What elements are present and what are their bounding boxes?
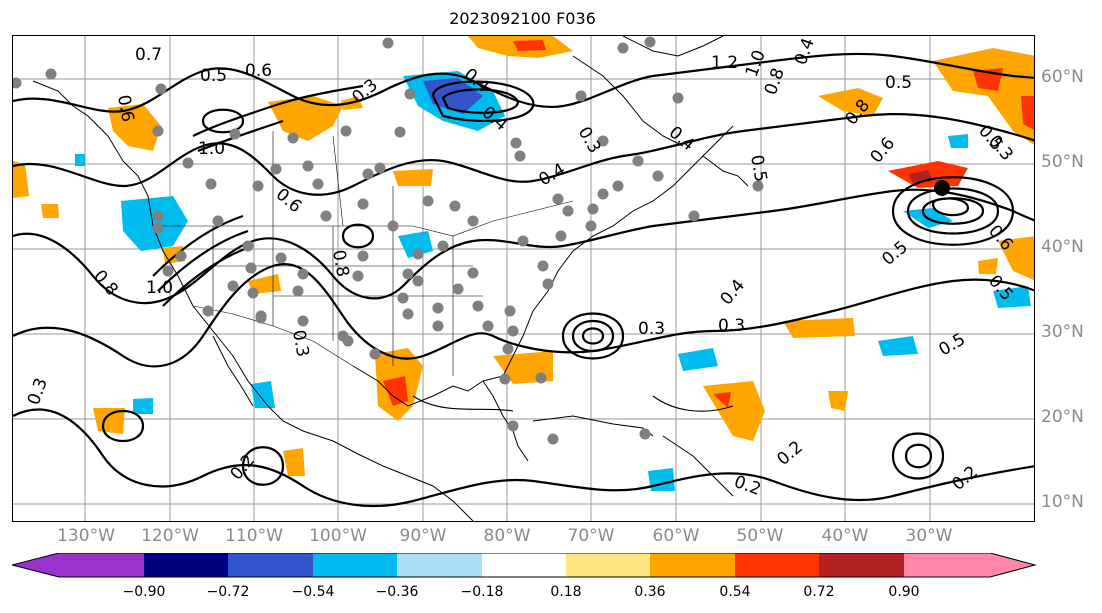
contour-label: 0.3: [638, 319, 665, 339]
contour-label: 0.4: [665, 123, 699, 156]
colorbar: [12, 553, 1037, 578]
contour-label: 0.2: [948, 462, 982, 495]
lat-label: 10°N: [1041, 492, 1084, 512]
colorbar-tick: −0.18: [460, 584, 504, 600]
contour-label: 0.6: [113, 93, 137, 123]
contour-label: 1.0: [198, 139, 225, 159]
lat-label: 40°N: [1041, 237, 1084, 257]
lon-label: 110°W: [225, 526, 283, 546]
contour-label: 0.3: [288, 328, 312, 358]
colorbar-segment: [12, 553, 144, 577]
map-panel: 0.7 0.5 0.6 0.3 0.4 0.4 1.2 1.0 0.8 0.4 …: [12, 35, 1035, 522]
positive-shading: [13, 36, 1034, 476]
lon-label: 50°W: [736, 526, 784, 546]
contour-label: 0.8: [761, 65, 789, 97]
colorbar-tick: 0.90: [888, 584, 920, 600]
colorbar-tick: −0.90: [122, 584, 166, 600]
colorbar-tick: −0.54: [291, 584, 335, 600]
contour-label: 0.8: [328, 248, 352, 278]
contour-label: 0.5: [746, 153, 770, 183]
colorbar-tick: −0.36: [375, 584, 419, 600]
colorbar-segment: [482, 553, 566, 577]
contour-label: 0.8: [89, 266, 122, 300]
contour-label: 0.4: [717, 276, 750, 310]
lon-label: 130°W: [57, 526, 115, 546]
contour-lines: [13, 52, 1034, 508]
colorbar-segment: [904, 553, 1035, 577]
contour-label: 0.6: [245, 61, 272, 81]
colorbar-tick: 0.72: [803, 584, 835, 600]
lon-label: 80°W: [483, 526, 531, 546]
lat-label: 50°N: [1041, 152, 1084, 172]
contour-label: 0.5: [200, 66, 227, 86]
lat-label: 20°N: [1041, 407, 1084, 427]
colorbar-segment: [313, 553, 397, 577]
colorbar-tick: −0.72: [206, 584, 250, 600]
contour-label: 1.2: [711, 53, 738, 73]
colorbar-segment: [566, 553, 650, 577]
colorbar-segment: [819, 553, 904, 577]
coastlines: [32, 36, 749, 521]
contour-label: 0.3: [24, 375, 52, 407]
map-title: 2023092100 F036: [449, 9, 596, 28]
lon-label: 70°W: [567, 526, 615, 546]
lon-label: 60°W: [652, 526, 700, 546]
contour-label: 0.3: [718, 316, 745, 336]
contour-label: 0.5: [878, 237, 912, 270]
colorbar-segment: [735, 553, 819, 577]
contour-label: 0.5: [885, 73, 912, 93]
contour-label: 0.6: [272, 185, 306, 218]
contour-label: 1.0: [146, 278, 173, 298]
colorbar-tick: 0.54: [719, 584, 751, 600]
lon-label: 120°W: [141, 526, 199, 546]
lon-label: 90°W: [399, 526, 447, 546]
low-center-dot: [934, 180, 950, 196]
lat-label: 30°N: [1041, 322, 1084, 342]
thin-contours: [412, 395, 734, 412]
colorbar-tick: 0.36: [634, 584, 666, 600]
contour-label: 0.4: [791, 36, 819, 68]
lon-label: 30°W: [905, 526, 953, 546]
colorbar-segment: [397, 553, 482, 577]
colorbar-segment: [144, 553, 228, 577]
colorbar-segment: [228, 553, 313, 577]
contour-label: 0.6: [867, 134, 900, 168]
contour-label: 0.2: [773, 437, 807, 470]
lon-label: 100°W: [309, 526, 367, 546]
station-markers: [13, 36, 764, 445]
map-canvas: 0.7 0.5 0.6 0.3 0.4 0.4 1.2 1.0 0.8 0.4 …: [13, 36, 1034, 521]
colorbar-segments: [12, 553, 1035, 577]
colorbar-segment: [650, 553, 735, 577]
lat-label: 60°N: [1041, 67, 1084, 87]
lon-label: 40°W: [821, 526, 869, 546]
colorbar-tick: 0.18: [550, 584, 582, 600]
contour-label: 0.3: [574, 124, 605, 157]
contour-label: 0.7: [135, 45, 162, 65]
